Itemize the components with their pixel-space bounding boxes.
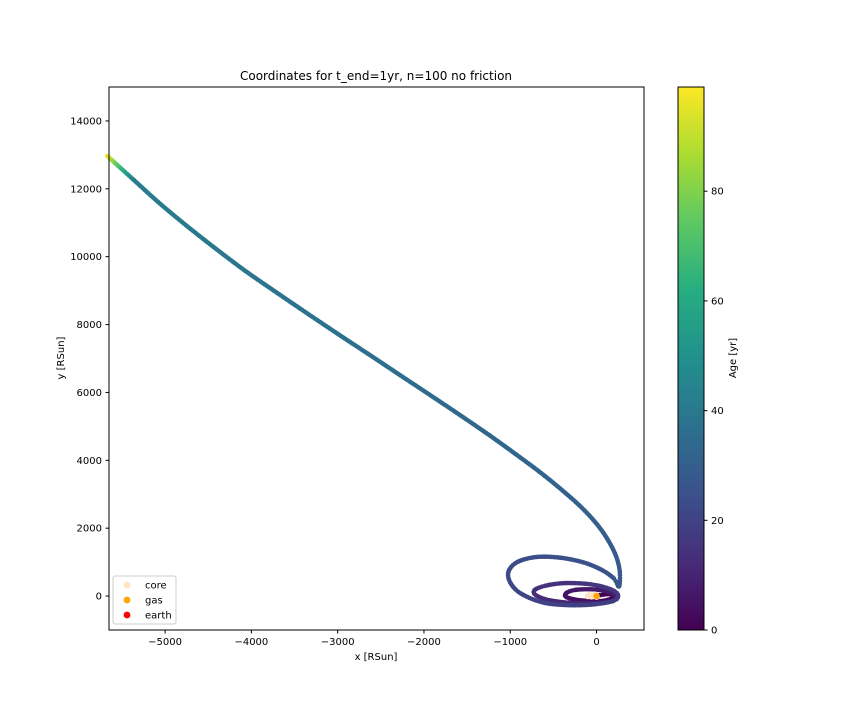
colorbar-tick-label: 40 [711, 406, 724, 417]
y-tick-label: 14000 [70, 116, 102, 127]
y-tick-label: 0 [96, 592, 102, 603]
colorbar-tick-label: 20 [711, 516, 724, 527]
legend-box [112, 575, 177, 625]
trajectory-layer [105, 153, 623, 608]
colorbar-bar [677, 86, 705, 631]
y-tick-label: 12000 [70, 184, 102, 195]
x-tick-label: −2000 [407, 637, 441, 648]
colorbar: 0 20 40 60 80 Age [yr] [677, 86, 739, 637]
marker-layer [584, 591, 600, 600]
x-axis: −5000 −4000 −3000 −2000 −1000 0 [148, 630, 600, 648]
legend-marker-gas [123, 596, 131, 604]
colorbar-ticks: 0 20 40 60 80 [704, 187, 724, 637]
colorbar-tick-label: 80 [711, 187, 724, 198]
x-axis-label: x [RSun] [355, 652, 398, 663]
legend-marker-core [123, 581, 131, 589]
y-tick-label: 6000 [77, 388, 102, 399]
axes-frame [108, 86, 645, 631]
core-point [584, 592, 592, 600]
y-tick-label: 2000 [77, 524, 102, 535]
colorbar-tick-label: 0 [711, 626, 717, 637]
y-axis-label: y [RSun] [56, 336, 67, 379]
x-tick-label: 0 [593, 637, 599, 648]
x-tick-label: −1000 [493, 637, 527, 648]
legend-label-earth: earth [145, 611, 172, 622]
y-tick-label: 10000 [70, 252, 102, 263]
legend: core gas earth [112, 575, 177, 625]
legend-label-gas: gas [145, 596, 163, 607]
gas-point [593, 592, 600, 600]
colorbar-label: Age [yr] [728, 338, 739, 378]
plot-area [105, 86, 645, 631]
x-tick-label: −4000 [234, 637, 268, 648]
trajectory-point [105, 153, 110, 159]
x-tick-label: −5000 [148, 637, 182, 648]
colorbar-tick-label: 60 [711, 296, 724, 307]
y-tick-label: 8000 [77, 320, 102, 331]
x-tick-label: −3000 [321, 637, 355, 648]
legend-marker-earth [123, 611, 131, 619]
chart-title: Coordinates for t_end=1yr, n=100 no fric… [240, 69, 512, 83]
y-tick-label: 4000 [77, 456, 102, 467]
y-axis: 0 2000 4000 6000 8000 10000 12000 14000 [70, 116, 109, 603]
legend-label-core: core [145, 581, 167, 592]
